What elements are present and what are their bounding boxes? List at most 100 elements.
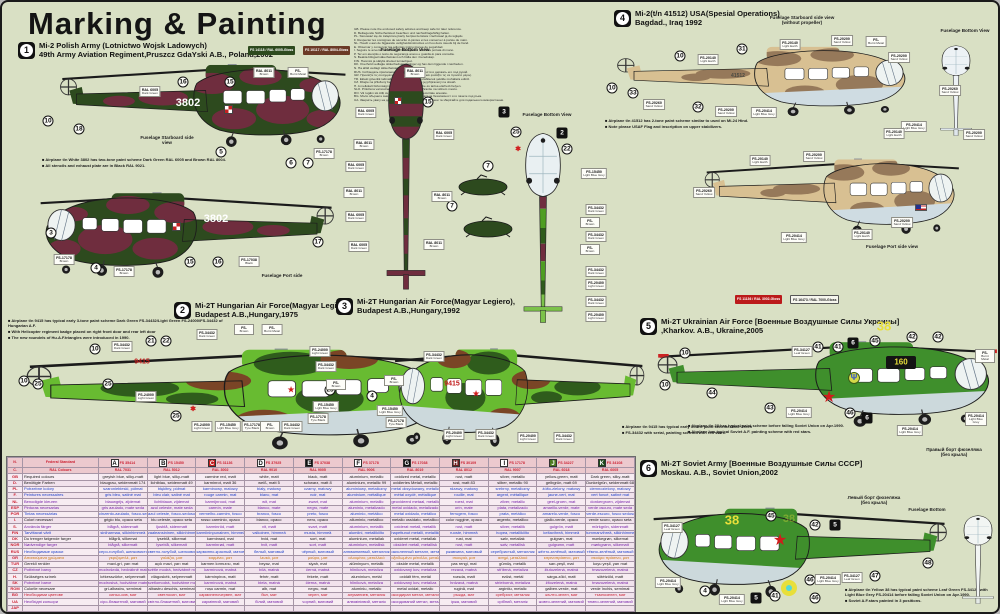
section-1-header: 1 Mi-2 Polish Army (Lotnictwo Wojsk Lado… xyxy=(18,41,273,59)
fs-color-label: FS-20414 Light Blue Grey xyxy=(900,121,928,132)
red-star-icon: ★ xyxy=(286,384,296,395)
fs-color-label: FS-24000 Light Green xyxy=(191,421,213,432)
red-star-icon: ★ xyxy=(471,388,481,399)
callout-4: 4 xyxy=(699,585,711,597)
fs-color-label: FS- Burnt Metal xyxy=(261,324,283,335)
fs-color-label: FS-17178 Brown xyxy=(53,254,75,265)
paint-table-row-F: F. Peintures necessaires gris bleu, satiné… xyxy=(7,492,635,500)
callout-32: 32 xyxy=(692,101,704,113)
section-5-badge: 5 xyxy=(640,318,657,335)
fs-color-label: FS- Brown xyxy=(580,244,600,255)
callout-6: 6 xyxy=(861,412,873,424)
fs-color-label: FS-24000 Light Green xyxy=(309,346,331,357)
paint-table-row-GB: GB Required colours greyish blue, silky-ma… xyxy=(7,473,635,481)
fs-color-label: RAL 8011 Brown xyxy=(404,67,426,78)
fuselage-bottom-view-soviet xyxy=(957,514,998,612)
callout-3: 3 xyxy=(45,227,57,239)
fs-color-label: FS-34127 Leaf Green xyxy=(841,572,863,583)
callout-5: 5 xyxy=(750,592,762,604)
view-label: Fuselage Bottom View xyxy=(940,28,990,33)
fs-color-label: FS-20400 Light Green xyxy=(443,429,465,440)
paint-table-row-D: D. Benötigte Farben blaugrau, seidenmatt 1… xyxy=(7,479,635,487)
fs-color-label: FS-34432 Dark Green xyxy=(315,361,337,372)
fs-color-label: FS-15450 Light Blue Grey xyxy=(312,401,340,412)
paint-chip: FS 11136 / RAL 3002-Gloss xyxy=(735,295,783,304)
view-label: Fuselage Bottom View xyxy=(380,47,430,52)
fs-color-label: FS-20140 Light Earth xyxy=(883,128,905,139)
callout-41: 41 xyxy=(812,341,824,353)
callout-47: 47 xyxy=(869,570,881,582)
section-2-header: 2 Mi-2T Hungarian Air Force(Magyar Legie… xyxy=(174,301,353,319)
fs-color-label: RAL 6005 Dark Green xyxy=(433,129,455,140)
fs-color-label: FS-17038 Black xyxy=(238,256,260,267)
callout-41: 41 xyxy=(769,590,781,602)
callout-2: 2 xyxy=(556,127,568,139)
callout-44: 44 xyxy=(706,387,718,399)
callout-10: 10 xyxy=(674,50,686,62)
fs-color-label: FS-17178 Tyre Black xyxy=(307,413,329,424)
heli-side-view-ukraine xyxy=(654,334,998,434)
polish-checkerboard-icon xyxy=(394,97,402,105)
callout-42: 42 xyxy=(809,519,821,531)
fs-color-label: FS-20200 Sand Yellow xyxy=(891,217,913,228)
callout-10: 10 xyxy=(18,375,30,387)
tail-number: 9415 xyxy=(444,380,460,388)
fs-color-label: FS-20400 Light Green xyxy=(517,432,539,443)
fuel-tank-drawing xyxy=(457,174,509,196)
callout-16: 16 xyxy=(212,256,224,268)
paint-table-row-CZ: CZ Potřebné barvy modrošedá, hedvábně matn… xyxy=(7,567,635,575)
fs-color-label: FS-34432 Dark Green xyxy=(423,351,445,362)
column-header-G: G FS 17038 xyxy=(390,456,441,469)
view-label: Левый борт фюзеляжа (без крыла) xyxy=(847,495,901,506)
section-2-badge: 2 xyxy=(174,302,191,319)
fuselage-bottom-view-hungary xyxy=(517,130,569,340)
fs-color-label: RAL 6005 Dark Green xyxy=(139,86,161,97)
column-header-E: E FS 37038 xyxy=(292,456,343,469)
column-header-F: F FS 37178 xyxy=(341,456,392,469)
paint-table-row-TUR: TUR Gerekli renkler mavi-gri, yarı mat açık… xyxy=(7,560,635,569)
callout-45: 45 xyxy=(869,335,881,347)
section-6-header: 6 Mi-2T Soviet Army [Военные Воздушные С… xyxy=(640,459,862,477)
fs-color-label: FS-34127 Leaf Green xyxy=(791,346,813,357)
fs-color-label: FS- Burnt Metal xyxy=(287,67,309,78)
callout-33: 33 xyxy=(627,87,639,99)
fs-color-label: FS- Brown xyxy=(234,324,254,335)
column-header-J: J FS 34227 xyxy=(536,456,587,469)
callout-4: 4 xyxy=(366,390,378,402)
column-header-H: H FS 30109 xyxy=(439,456,489,469)
fs-color-label: FS-20414 Light Blue Grey xyxy=(780,232,808,243)
fs-color-label: FS-20200 Sand Yellow xyxy=(963,129,985,140)
tail-number: 3802 xyxy=(175,97,201,109)
callout-21: 21 xyxy=(145,335,157,347)
callout-15: 15 xyxy=(224,76,236,88)
tail-number: 3802 xyxy=(203,213,229,225)
fs-color-label: RAL 8011 Brown xyxy=(353,139,375,150)
section-6-notes: ■ Airplane t/n Yellow 38 has typical pai… xyxy=(845,587,988,603)
fs-color-label: FS-20414 Light Blue Grey xyxy=(654,577,682,588)
fs-color-label: FS-20200 Sand Yellow xyxy=(715,106,737,117)
fs-color-label: FS-34432 Dark Green xyxy=(585,204,607,215)
section-3-badge: 3 xyxy=(336,298,353,315)
tail-number: 160 xyxy=(894,357,908,367)
red-asterisk-icon: ✱ xyxy=(190,406,196,413)
fs-color-label: FS-34432 Dark Green xyxy=(585,296,607,307)
callout-5: 5 xyxy=(829,519,841,531)
column-header-I: I FS 17178 xyxy=(487,456,538,469)
fs-color-label: FS- Burnt Metal xyxy=(975,349,995,363)
fs-color-label: FS-20414 Light Blue Grey xyxy=(750,107,778,118)
fs-color-label: FS-20140 Light Earth xyxy=(749,155,771,166)
fs-color-label: FS-34432 Dark Green xyxy=(196,329,218,340)
fs-color-label: FS-34432 Dark Green xyxy=(475,429,497,440)
fs-color-label: RAL 6005 Dark Green xyxy=(345,161,367,172)
callout-46: 46 xyxy=(844,407,856,419)
callout-15: 15 xyxy=(422,96,434,108)
polish-checkerboard-icon xyxy=(224,105,233,114)
callout-10: 10 xyxy=(89,343,101,355)
ukraine-roundel-icon: Ψ xyxy=(848,372,860,384)
section-3-header: 3 Mi-2T Hungarian Air Force(Magyar Legie… xyxy=(336,297,515,315)
callout-25: 25 xyxy=(510,126,522,138)
section-5-header: 5 Mi-2T Ukrainian Air Force [Военные Воз… xyxy=(640,317,899,335)
callout-43: 43 xyxy=(764,402,776,414)
heli-side-view-hungary-1992 xyxy=(392,340,647,455)
fs-color-label: FS-34127 Leaf Green xyxy=(661,522,683,533)
